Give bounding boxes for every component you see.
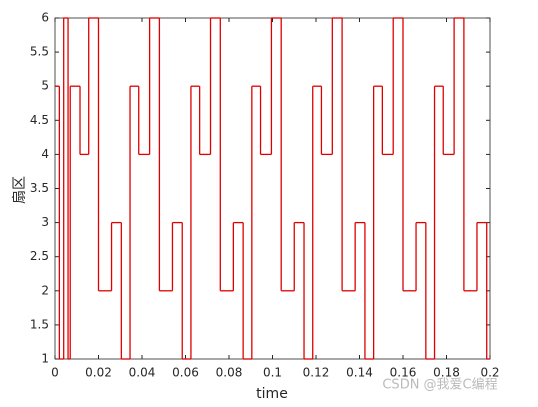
x-tick-label: 0: [51, 366, 59, 380]
x-tick-label: 0.2: [480, 366, 499, 380]
y-tick-label: 2.5: [30, 249, 49, 263]
x-tick-label: 0.06: [172, 366, 199, 380]
x-tick-label: 0.14: [346, 366, 373, 380]
y-axis-label: 扇区: [12, 176, 28, 204]
x-axis-label: time: [256, 386, 288, 402]
y-tick-label: 4: [41, 147, 49, 161]
y-tick-label: 6: [41, 11, 49, 25]
y-tick-label: 1.5: [30, 317, 49, 331]
y-tick-label: 1: [41, 352, 49, 366]
y-tick-label: 5: [41, 79, 49, 93]
x-tick-label: 0.08: [216, 366, 243, 380]
y-tick-label: 4.5: [30, 113, 49, 127]
x-tick-label: 0.12: [303, 366, 330, 380]
x-tick-label: 0.02: [85, 366, 112, 380]
y-tick-label: 2: [41, 283, 49, 297]
x-tick-label: 0.04: [129, 366, 156, 380]
watermark: CSDN @我爱C编程: [382, 378, 497, 393]
y-tick-label: 5.5: [30, 45, 49, 59]
x-tick-label: 0.18: [433, 366, 460, 380]
x-tick-label: 0.1: [263, 366, 282, 380]
x-tick-label: 0.16: [390, 366, 417, 380]
y-tick-label: 3: [41, 215, 49, 229]
plot-area: [54, 17, 491, 360]
y-tick-label: 3.5: [30, 181, 49, 195]
